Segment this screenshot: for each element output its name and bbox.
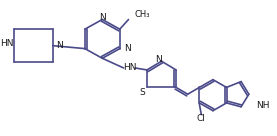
Text: N: N: [124, 44, 130, 53]
Text: N: N: [56, 41, 63, 50]
Text: S: S: [139, 88, 145, 97]
Text: NH: NH: [256, 101, 269, 110]
Text: HN: HN: [1, 39, 14, 48]
Text: HN: HN: [123, 64, 136, 72]
Text: N: N: [99, 13, 106, 22]
Text: N: N: [155, 55, 162, 64]
Text: Cl: Cl: [197, 114, 206, 123]
Text: CH₃: CH₃: [134, 10, 150, 19]
